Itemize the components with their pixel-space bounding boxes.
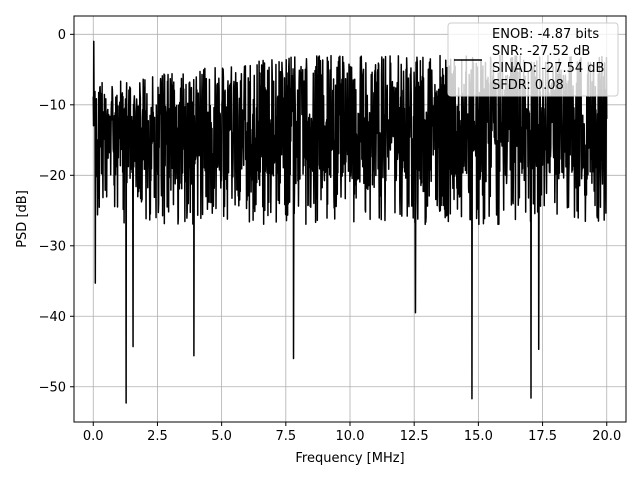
y-axis-label: PSD [dB] — [15, 190, 30, 248]
legend: ENOB: -4.87 bits SNR: -27.52 dB SINAD: -… — [447, 22, 619, 97]
legend-entry-sfdr: SFDR: 0.08 — [492, 78, 564, 93]
y-tick-label: −30 — [39, 239, 66, 254]
y-tick-label: −20 — [39, 169, 66, 184]
y-axis-ticks: 0 −10 −20 −30 −40 −50 — [39, 28, 74, 395]
x-tick-label: 0.0 — [83, 429, 104, 444]
y-tick-label: 0 — [58, 28, 66, 43]
legend-entry-snr: SNR: -27.52 dB — [492, 44, 590, 59]
x-axis-ticks: 0.0 2.5 5.0 7.5 10.0 12.5 15.0 17.5 20.0 — [83, 422, 621, 444]
x-tick-label: 10.0 — [336, 429, 365, 444]
y-tick-label: −40 — [39, 310, 66, 325]
x-axis-label: Frequency [MHz] — [295, 451, 404, 466]
x-tick-label: 12.5 — [400, 429, 429, 444]
y-tick-label: −50 — [39, 380, 66, 395]
x-tick-label: 7.5 — [275, 429, 296, 444]
x-tick-label: 5.0 — [211, 429, 232, 444]
y-tick-label: −10 — [39, 98, 66, 113]
legend-entry-enob: ENOB: -4.87 bits — [492, 27, 599, 42]
legend-entry-sinad: SINAD: -27.54 dB — [492, 61, 604, 76]
legend-box — [447, 22, 619, 97]
psd-line — [92, 40, 608, 404]
x-tick-label: 2.5 — [147, 429, 168, 444]
x-tick-label: 17.5 — [528, 429, 557, 444]
x-tick-label: 15.0 — [464, 429, 493, 444]
x-tick-label: 20.0 — [592, 429, 621, 444]
series-psd — [92, 40, 608, 404]
